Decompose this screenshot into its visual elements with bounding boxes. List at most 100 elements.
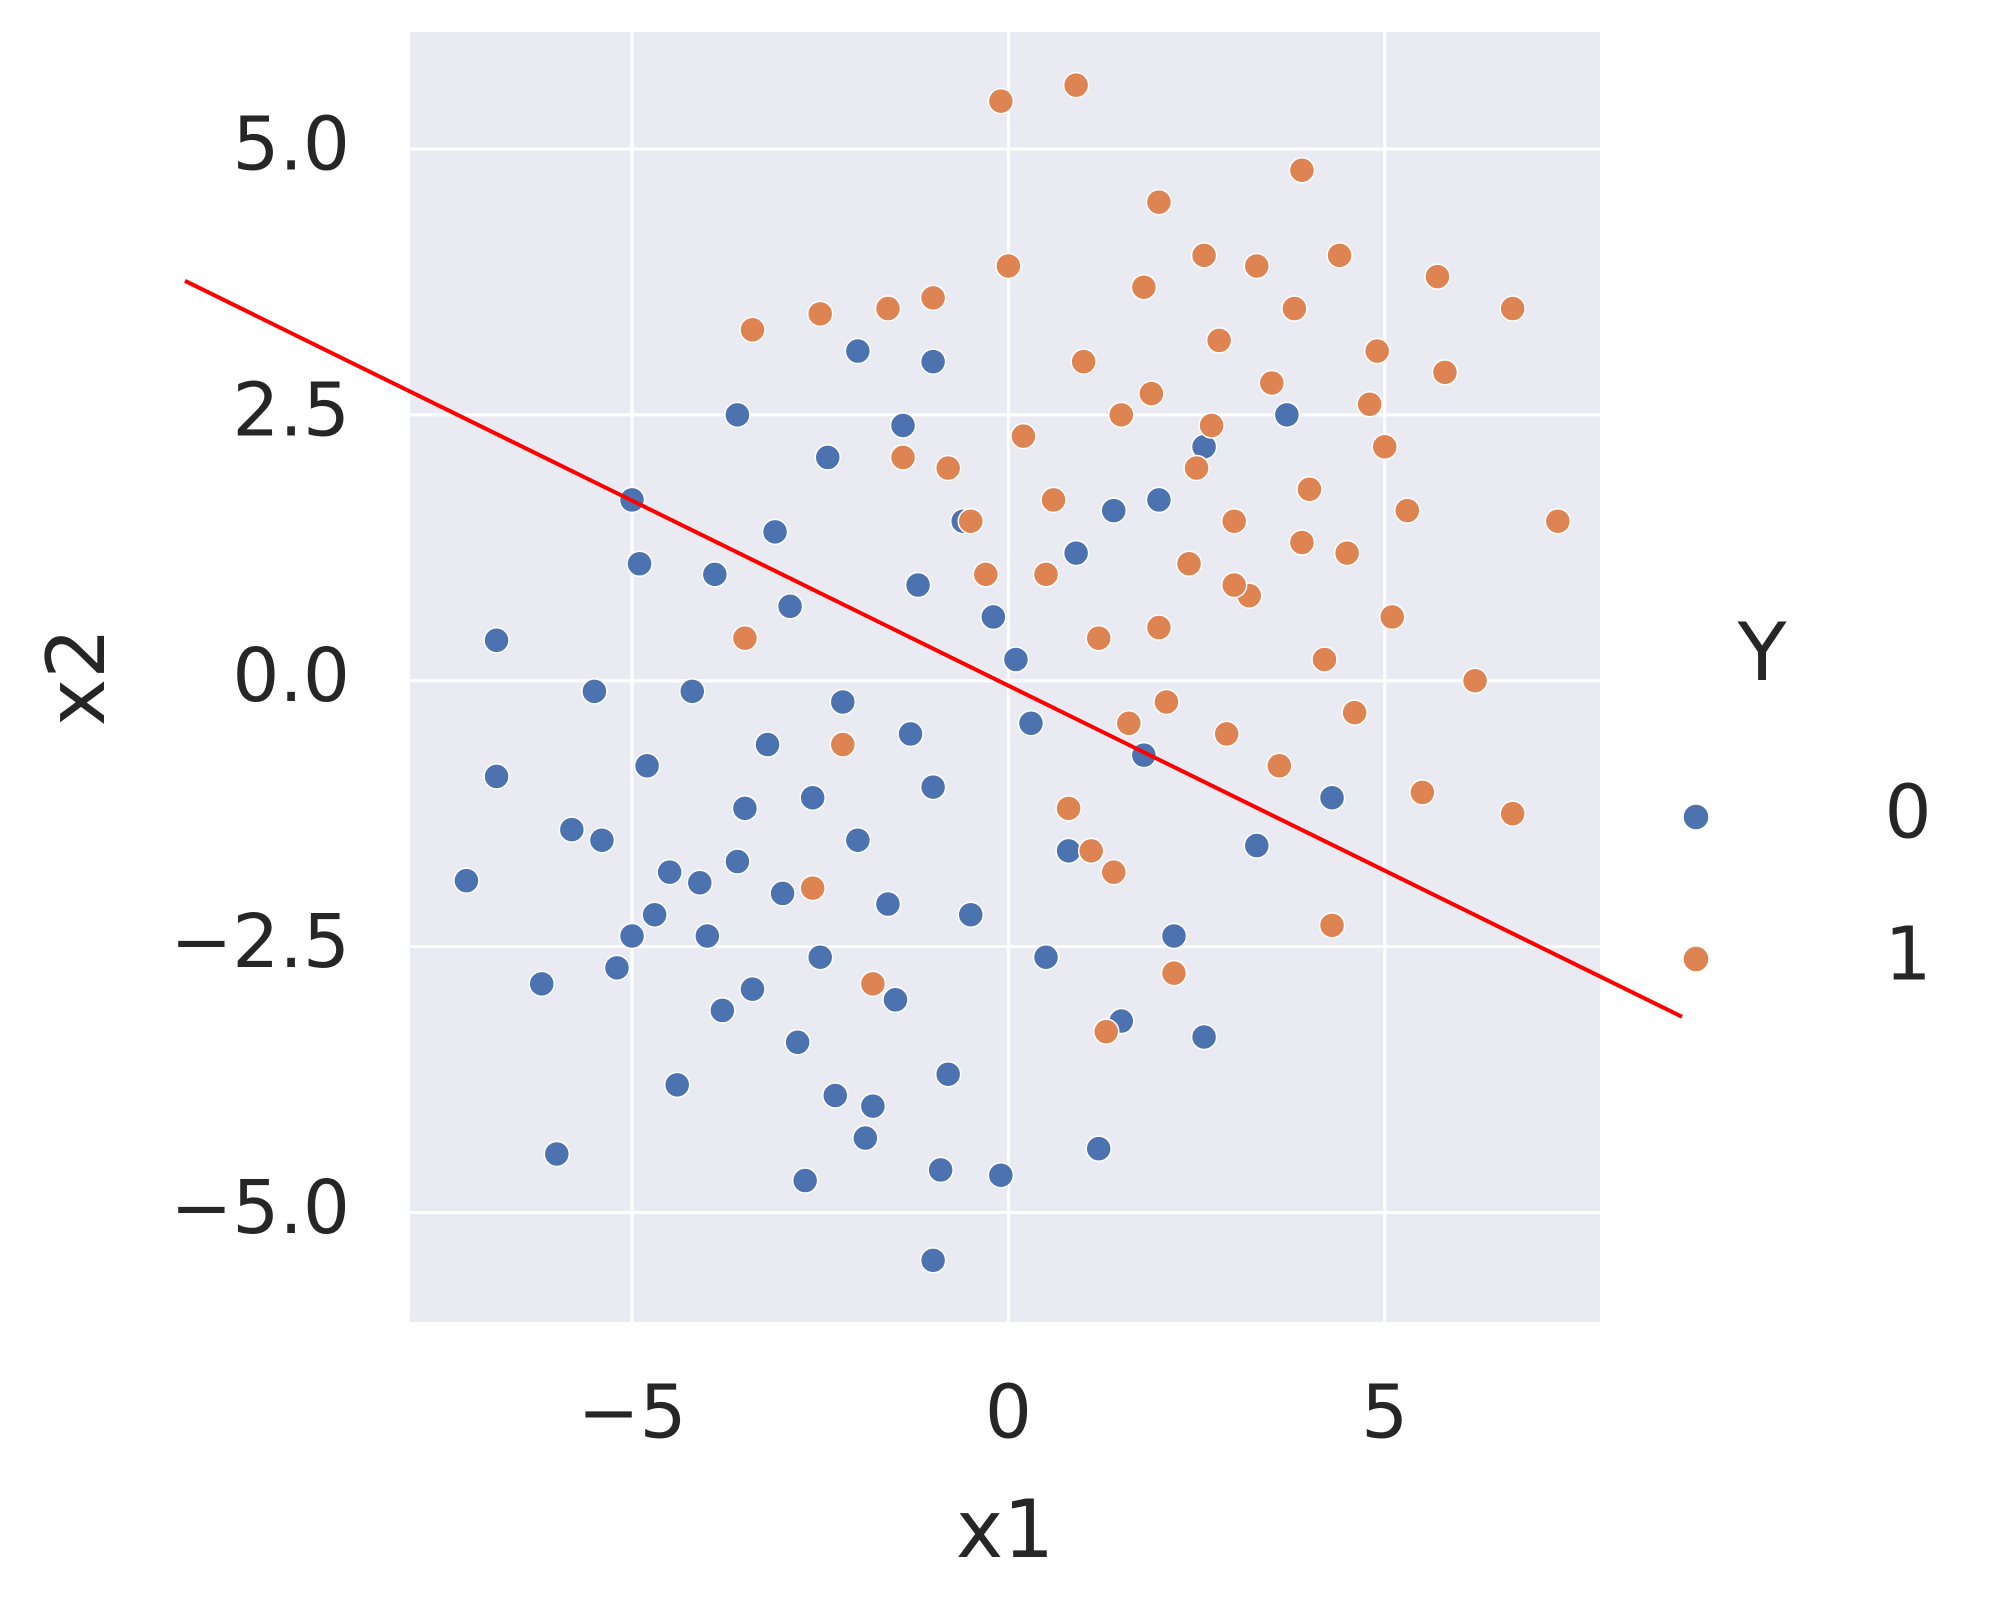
point	[1092, 1018, 1120, 1045]
point	[1145, 188, 1173, 216]
point	[972, 561, 1000, 588]
point	[1220, 507, 1248, 535]
point	[1183, 454, 1210, 482]
point	[852, 1124, 879, 1152]
point	[1190, 242, 1218, 269]
point	[1243, 252, 1271, 280]
point	[1258, 369, 1286, 397]
point	[453, 867, 480, 894]
point	[1409, 779, 1436, 806]
point	[701, 561, 729, 588]
point	[1499, 295, 1526, 322]
point	[1424, 263, 1451, 290]
point	[927, 1156, 954, 1184]
point	[1431, 359, 1459, 386]
point	[1160, 922, 1188, 950]
point	[934, 454, 962, 482]
point	[1205, 327, 1233, 354]
point	[1115, 710, 1143, 737]
point	[822, 1082, 849, 1109]
x-tick-label: −5	[577, 1370, 686, 1456]
point	[1326, 242, 1353, 269]
point	[1220, 571, 1248, 599]
point	[874, 890, 902, 918]
point	[1341, 699, 1368, 726]
point	[633, 752, 661, 780]
y-tick-label: 0.0	[232, 633, 350, 719]
point	[897, 720, 924, 748]
point	[618, 922, 646, 950]
point	[1243, 832, 1271, 859]
point	[1273, 401, 1301, 429]
legend-marker	[1682, 803, 1710, 831]
point	[995, 252, 1022, 280]
point	[1085, 1135, 1112, 1162]
point	[919, 1247, 947, 1274]
point	[528, 970, 555, 998]
point	[957, 507, 985, 535]
legend-marker	[1682, 945, 1710, 973]
point	[724, 401, 751, 429]
point	[1032, 943, 1060, 971]
point	[1281, 295, 1308, 322]
point	[889, 412, 917, 439]
point	[934, 1060, 962, 1088]
point	[1160, 959, 1188, 987]
point	[1055, 795, 1082, 822]
point	[1085, 624, 1112, 652]
y-tick-label: −2.5	[170, 899, 350, 985]
point	[1145, 486, 1173, 514]
point	[694, 922, 721, 950]
point	[1145, 614, 1173, 641]
point	[679, 678, 706, 705]
point	[882, 986, 909, 1014]
point	[1138, 380, 1165, 407]
point	[919, 348, 947, 375]
point	[1062, 71, 1090, 99]
y-tick-label: 2.5	[232, 367, 350, 453]
point	[844, 826, 872, 854]
point	[1288, 157, 1316, 184]
line	[184, 279, 1683, 1019]
point	[1394, 497, 1421, 524]
point	[731, 795, 759, 822]
point	[1175, 550, 1203, 577]
point	[754, 731, 781, 758]
point	[483, 763, 510, 790]
point	[1108, 401, 1135, 429]
point	[980, 603, 1007, 631]
point	[1318, 912, 1346, 939]
point	[761, 518, 789, 546]
point	[987, 87, 1015, 115]
legend-label: 1	[1884, 912, 1931, 998]
y-axis-label: x2	[30, 628, 123, 726]
point	[784, 1029, 811, 1056]
point	[1190, 1023, 1218, 1051]
point	[1379, 603, 1406, 631]
point	[1032, 561, 1060, 588]
point	[806, 943, 834, 971]
point	[1017, 710, 1045, 737]
point	[769, 880, 796, 907]
point	[844, 337, 872, 365]
point	[1356, 390, 1383, 418]
point	[874, 295, 902, 322]
point	[889, 444, 917, 471]
point	[1100, 497, 1128, 524]
point	[483, 627, 510, 654]
point	[663, 1071, 691, 1099]
point	[957, 901, 985, 928]
legend-label: 0	[1884, 770, 1931, 856]
y-tick-label: −5.0	[170, 1165, 350, 1251]
point	[581, 678, 608, 705]
point	[543, 1140, 571, 1168]
point	[1499, 800, 1526, 827]
legend-title: Y	[1737, 606, 1788, 699]
point	[859, 1092, 887, 1120]
point	[709, 997, 736, 1024]
point	[791, 1167, 819, 1194]
point	[814, 444, 841, 471]
point	[776, 593, 804, 620]
point	[799, 874, 826, 902]
